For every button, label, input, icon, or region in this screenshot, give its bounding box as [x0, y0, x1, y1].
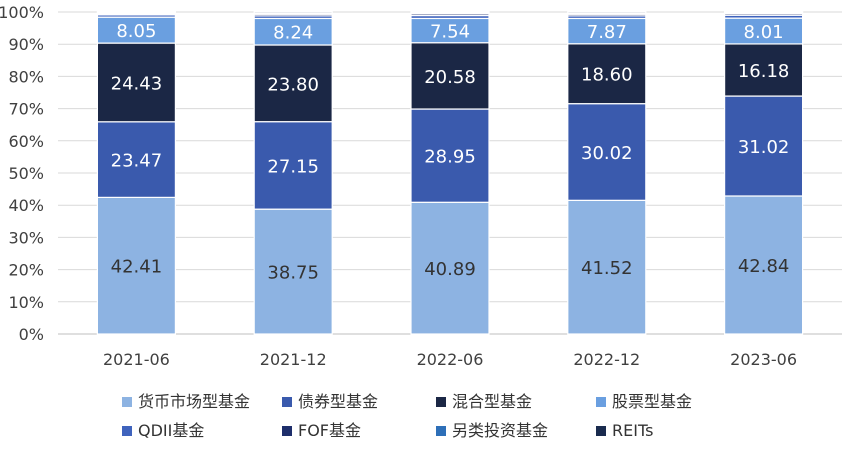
- y-tick-label: 90%: [8, 35, 44, 54]
- data-label: 31.02: [738, 137, 790, 158]
- bar-segment: [723, 95, 804, 197]
- data-label: 42.41: [111, 257, 163, 278]
- y-tick-label: 0%: [19, 325, 44, 344]
- x-tick-label: 2021-06: [103, 350, 170, 369]
- legend-item: 股票型基金: [596, 392, 692, 411]
- bar-segment: [410, 108, 490, 203]
- legend-swatch: [122, 397, 132, 407]
- data-label: 38.75: [267, 263, 319, 284]
- bar-stack: 42.41 23.47 24.43 8.05: [96, 11, 177, 335]
- bar-segment: [410, 201, 490, 335]
- data-label: 28.95: [424, 147, 476, 168]
- bar-segment: [567, 103, 647, 201]
- bar-segment: [96, 11, 177, 14]
- legend-label: REITs: [612, 421, 653, 440]
- bar-stack: 41.52 30.02 18.60 7.87: [567, 11, 647, 335]
- x-axis: 2021-06 2021-12 2022-06 2022-12 2023-06: [103, 350, 797, 369]
- y-tick-label: 20%: [8, 261, 44, 280]
- bar-segment: [253, 121, 333, 210]
- data-label: 7.87: [587, 22, 627, 43]
- x-tick-label: 2022-06: [417, 350, 484, 369]
- data-label: 16.18: [738, 61, 790, 82]
- bar-segment: [723, 43, 804, 97]
- bar-stack: 38.75 27.15 23.80 8.24: [253, 11, 333, 335]
- bar-segment: [567, 17, 647, 45]
- legend-item: 混合型基金: [436, 392, 532, 411]
- bar-segment: [253, 44, 333, 123]
- data-label: 23.80: [267, 74, 319, 95]
- data-label: 8.01: [744, 22, 784, 43]
- x-tick-label: 2022-12: [573, 350, 640, 369]
- bar-segment: [410, 17, 490, 44]
- data-label: 27.15: [267, 156, 319, 177]
- bar-segment: [96, 42, 177, 123]
- data-label: 40.89: [424, 259, 476, 280]
- y-tick-label: 60%: [8, 132, 44, 151]
- legend-item: 货币市场型基金: [122, 392, 250, 411]
- bar-segment: [253, 17, 333, 46]
- x-tick-label: 2023-06: [730, 350, 797, 369]
- legend-label: 另类投资基金: [452, 421, 548, 440]
- y-tick-label: 100%: [0, 3, 44, 22]
- legend-swatch: [282, 397, 292, 407]
- legend-item: QDII基金: [122, 421, 204, 440]
- legend: 货币市场型基金 债券型基金 混合型基金 股票型基金 QDII基金 FOF基金 另类投资基金 R…: [122, 392, 692, 440]
- y-tick-label: 50%: [8, 164, 44, 183]
- x-tick-label: 2021-12: [260, 350, 327, 369]
- data-label: 30.02: [581, 143, 633, 164]
- bar-segment: [253, 11, 333, 14]
- bars: 42.41 23.47 24.43 8.05 38.75 27.15 23.80 8.24 40…: [96, 11, 804, 335]
- legend-label: 股票型基金: [612, 392, 692, 411]
- data-label: 8.24: [273, 23, 313, 44]
- legend-label: 债券型基金: [298, 392, 378, 411]
- bar-segment: [567, 199, 647, 335]
- bar-segment: [410, 11, 490, 14]
- legend-swatch: [596, 397, 606, 407]
- bar-segment: [567, 43, 647, 105]
- data-label: 23.47: [111, 151, 163, 172]
- bar-segment: [96, 16, 177, 44]
- bar-segment: [253, 208, 333, 335]
- data-label: 8.05: [116, 21, 156, 42]
- legend-swatch: [122, 426, 132, 436]
- legend-item: FOF基金: [282, 421, 361, 440]
- bar-segment: [410, 42, 490, 110]
- data-label: 24.43: [111, 73, 163, 94]
- legend-item: 另类投资基金: [436, 421, 548, 440]
- legend-label: 货币市场型基金: [138, 392, 250, 411]
- y-tick-label: 30%: [8, 228, 44, 247]
- legend-item: REITs: [596, 421, 653, 440]
- bar-stack: 42.84 31.02 16.18 8.01: [723, 11, 804, 335]
- legend-swatch: [436, 397, 446, 407]
- bar-stack: 40.89 28.95 20.58 7.54: [410, 11, 490, 335]
- y-tick-label: 80%: [8, 67, 44, 86]
- data-label: 41.52: [581, 258, 633, 279]
- legend-swatch: [596, 426, 606, 436]
- legend-swatch: [282, 426, 292, 436]
- y-tick-label: 70%: [8, 100, 44, 119]
- bar-segment: [96, 196, 177, 335]
- data-label: 20.58: [424, 67, 476, 88]
- data-label: 42.84: [738, 256, 790, 277]
- data-label: 7.54: [430, 22, 470, 43]
- y-tick-label: 40%: [8, 196, 44, 215]
- y-axis: 0% 10% 20% 30% 40% 50% 60% 70% 80% 90% 100%: [0, 3, 44, 344]
- legend-label: 混合型基金: [452, 392, 532, 411]
- data-label: 18.60: [581, 65, 633, 86]
- y-tick-label: 10%: [8, 293, 44, 312]
- legend-label: FOF基金: [298, 421, 361, 440]
- bar-segment: [723, 11, 804, 14]
- legend-label: QDII基金: [138, 421, 204, 440]
- bar-segment: [567, 11, 647, 14]
- legend-swatch: [436, 426, 446, 436]
- legend-item: 债券型基金: [282, 392, 378, 411]
